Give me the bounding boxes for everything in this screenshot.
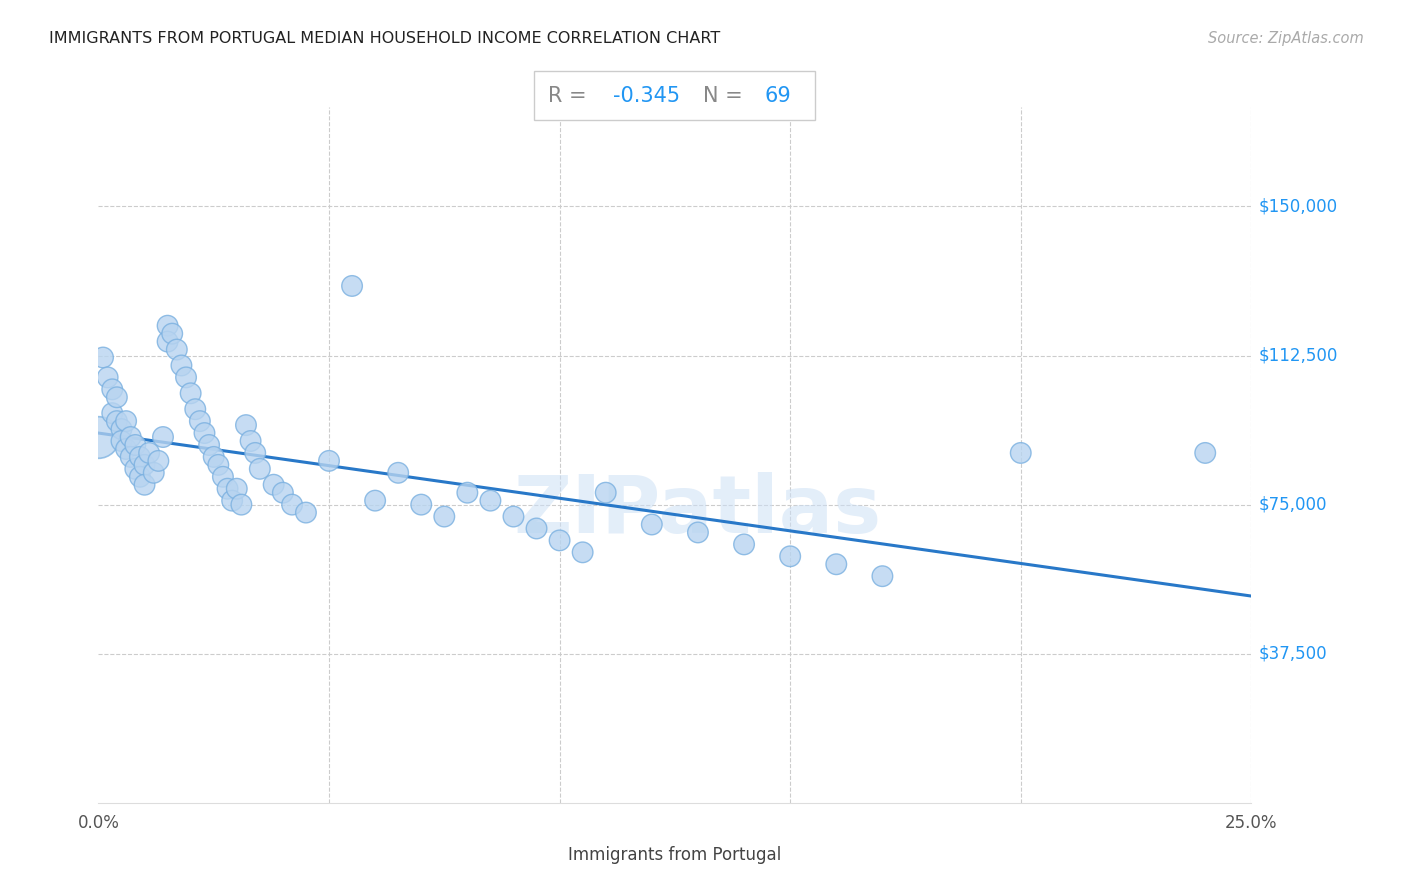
Point bbox=[271, 485, 294, 500]
Point bbox=[129, 470, 152, 484]
Point bbox=[779, 549, 801, 564]
Point bbox=[221, 493, 243, 508]
Point bbox=[825, 558, 848, 572]
Point bbox=[188, 414, 211, 428]
Text: $75,000: $75,000 bbox=[1258, 496, 1327, 514]
Point bbox=[1010, 446, 1032, 460]
Point bbox=[249, 462, 271, 476]
Point bbox=[686, 525, 709, 540]
Point bbox=[387, 466, 409, 480]
Point bbox=[245, 446, 267, 460]
Point bbox=[180, 386, 202, 401]
Point bbox=[456, 485, 478, 500]
Point bbox=[142, 466, 165, 480]
Point bbox=[184, 402, 207, 417]
Point bbox=[174, 370, 197, 384]
Point bbox=[207, 458, 229, 472]
Point bbox=[101, 382, 124, 396]
Point bbox=[571, 545, 593, 559]
Text: IMMIGRANTS FROM PORTUGAL MEDIAN HOUSEHOLD INCOME CORRELATION CHART: IMMIGRANTS FROM PORTUGAL MEDIAN HOUSEHOL… bbox=[49, 31, 720, 46]
Text: ZIPatlas: ZIPatlas bbox=[513, 472, 882, 549]
Point bbox=[115, 442, 138, 456]
Point bbox=[129, 450, 152, 464]
Point bbox=[170, 359, 193, 373]
Point bbox=[87, 430, 110, 444]
Point bbox=[225, 482, 247, 496]
Point bbox=[202, 450, 225, 464]
Point bbox=[156, 334, 179, 349]
X-axis label: Immigrants from Portugal: Immigrants from Portugal bbox=[568, 846, 782, 863]
Point bbox=[239, 434, 262, 448]
Point bbox=[193, 425, 215, 440]
Point bbox=[217, 482, 239, 496]
Point bbox=[134, 458, 156, 472]
Point bbox=[91, 351, 114, 365]
Point bbox=[152, 430, 174, 444]
Point bbox=[479, 493, 502, 508]
Point bbox=[166, 343, 188, 357]
Point bbox=[120, 430, 142, 444]
Text: $112,500: $112,500 bbox=[1258, 346, 1337, 365]
Point bbox=[733, 537, 755, 551]
Text: N =: N = bbox=[703, 86, 749, 106]
Point bbox=[105, 414, 128, 428]
Point bbox=[97, 370, 120, 384]
Point bbox=[110, 422, 132, 436]
Text: R =: R = bbox=[548, 86, 593, 106]
Point bbox=[281, 498, 304, 512]
Point bbox=[110, 434, 132, 448]
Point bbox=[548, 533, 571, 548]
FancyBboxPatch shape bbox=[534, 71, 815, 120]
Point bbox=[124, 438, 146, 452]
Point bbox=[295, 506, 318, 520]
Text: 69: 69 bbox=[765, 86, 792, 106]
Text: $37,500: $37,500 bbox=[1258, 645, 1327, 663]
Text: $150,000: $150,000 bbox=[1258, 197, 1337, 216]
Point bbox=[120, 450, 142, 464]
Point bbox=[364, 493, 387, 508]
Point bbox=[502, 509, 524, 524]
Point bbox=[872, 569, 894, 583]
Point bbox=[160, 326, 183, 341]
Point bbox=[263, 477, 285, 491]
Point bbox=[198, 438, 221, 452]
Point bbox=[148, 454, 170, 468]
Point bbox=[101, 406, 124, 420]
Point bbox=[433, 509, 456, 524]
Point bbox=[1194, 446, 1216, 460]
Point bbox=[526, 521, 548, 535]
Point bbox=[641, 517, 664, 532]
Text: -0.345: -0.345 bbox=[613, 86, 681, 106]
Point bbox=[212, 470, 235, 484]
Point bbox=[124, 462, 146, 476]
Point bbox=[411, 498, 433, 512]
Point bbox=[156, 318, 179, 333]
Point bbox=[115, 414, 138, 428]
Point bbox=[235, 418, 257, 433]
Point bbox=[318, 454, 340, 468]
Point bbox=[105, 390, 128, 404]
Point bbox=[340, 279, 363, 293]
Point bbox=[231, 498, 253, 512]
Point bbox=[134, 477, 156, 491]
Point bbox=[595, 485, 617, 500]
Point bbox=[138, 446, 160, 460]
Text: Source: ZipAtlas.com: Source: ZipAtlas.com bbox=[1208, 31, 1364, 46]
